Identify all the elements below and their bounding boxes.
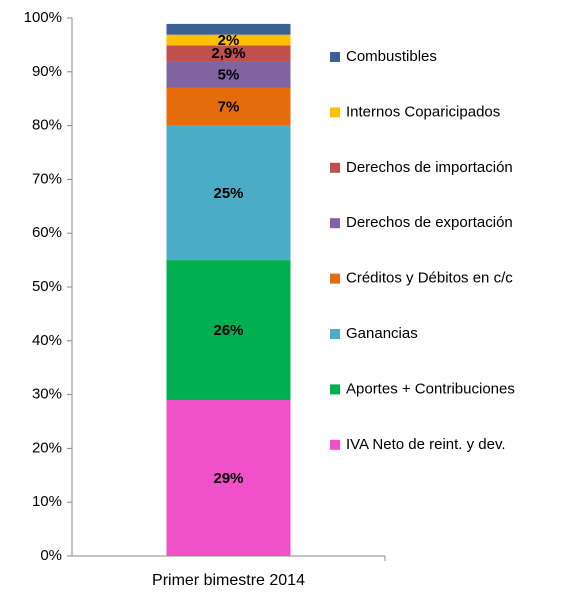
data-label: 25%	[213, 185, 243, 202]
legend-label: Aportes + Contribuciones	[346, 380, 515, 397]
data-label: 2,9%	[211, 45, 245, 62]
legend-label: Combustibles	[346, 48, 437, 65]
y-tick-label: 50%	[32, 278, 62, 295]
x-tick-label: Primer bimestre 2014	[152, 572, 305, 589]
y-tick-label: 10%	[32, 493, 62, 510]
y-tick-label: 90%	[32, 63, 62, 80]
bar-segment	[166, 125, 291, 261]
legend-label: Derechos de importación	[346, 159, 513, 176]
data-label: 29%	[213, 470, 243, 487]
bar-segment	[166, 260, 291, 400]
y-tick-label: 70%	[32, 170, 62, 187]
data-label: 7%	[218, 99, 240, 116]
data-label: 2%	[218, 32, 240, 49]
legend-swatch	[330, 107, 340, 118]
y-tick-label: 30%	[32, 386, 62, 403]
bar-segment	[166, 399, 291, 556]
bar-segment	[166, 87, 291, 126]
legend-swatch	[330, 52, 340, 62]
bar-segment	[166, 23, 291, 35]
legend-swatch	[330, 218, 340, 229]
legend-label: Créditos y Débitos en c/c	[346, 270, 513, 287]
bar-segment	[166, 61, 291, 88]
legend-swatch	[330, 329, 340, 339]
y-tick-label: 80%	[32, 117, 62, 134]
data-label: 26%	[213, 322, 243, 339]
legend-label: Internos Coparicipados	[346, 103, 500, 120]
bar-segment	[166, 34, 291, 46]
data-label: 5%	[218, 66, 240, 83]
legend-label: IVA Neto de reint. y dev.	[346, 436, 506, 453]
legend-label: Derechos de exportación	[346, 214, 513, 231]
y-tick-label: 0%	[40, 547, 62, 564]
bar-segment	[166, 45, 291, 62]
legend-swatch	[330, 384, 340, 395]
legend-swatch	[330, 439, 340, 450]
legend-swatch	[330, 162, 340, 173]
legend-label: Ganancias	[346, 325, 418, 342]
y-tick-label: 20%	[32, 439, 62, 456]
y-tick-label: 60%	[32, 224, 62, 241]
y-tick-label: 100%	[24, 9, 62, 26]
legend-swatch	[330, 273, 340, 284]
y-tick-label: 40%	[32, 332, 62, 349]
